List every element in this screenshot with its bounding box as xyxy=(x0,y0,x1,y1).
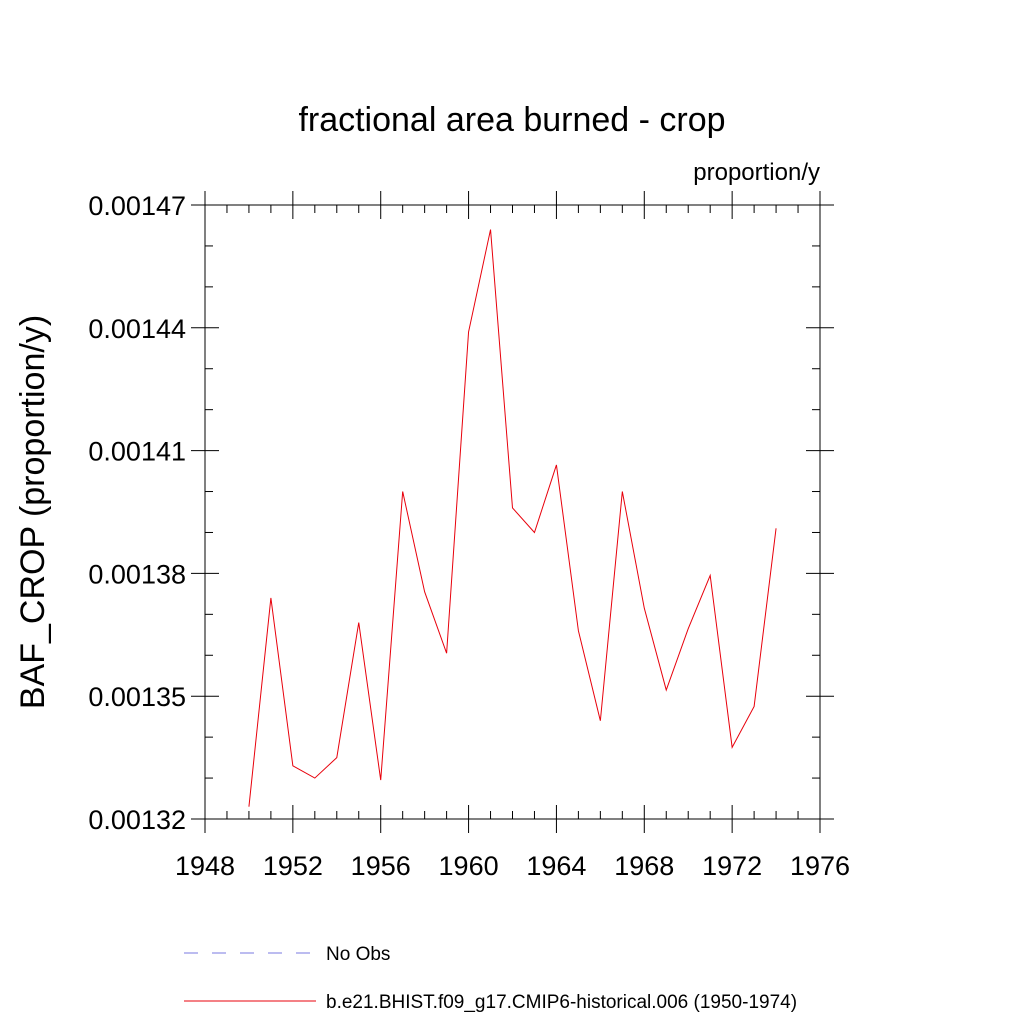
y-tick-label: 0.00135 xyxy=(88,682,186,712)
series-line xyxy=(248,229,777,807)
y-tick-label: 0.00147 xyxy=(88,191,186,221)
x-tick-label: 1976 xyxy=(790,851,850,881)
legend-label-no-obs: No Obs xyxy=(326,944,390,965)
legend-label-model: b.e21.BHIST.f09_g17.CMIP6-historical.006… xyxy=(326,992,797,1013)
x-tick-label: 1968 xyxy=(614,851,674,881)
plot-frame xyxy=(204,204,821,820)
y-tick-label: 0.00138 xyxy=(88,559,186,589)
chart-title: fractional area burned - crop xyxy=(298,101,725,139)
y-axis-label: BAF_CROP (proportion/y) xyxy=(14,315,52,709)
x-tick-labels: 1948 1952 1956 1960 1964 1968 1972 1976 xyxy=(175,851,850,881)
x-tick-label: 1948 xyxy=(175,851,235,881)
x-tick-label: 1952 xyxy=(263,851,323,881)
x-tick-label: 1960 xyxy=(439,851,499,881)
x-tick-label: 1956 xyxy=(351,851,411,881)
units-label: proportion/y xyxy=(693,159,820,186)
series-lines xyxy=(248,229,777,807)
x-tick-label: 1964 xyxy=(526,851,586,881)
x-tick-label: 1972 xyxy=(702,851,762,881)
y-tick-label: 0.00144 xyxy=(88,314,186,344)
y-tick-label: 0.00141 xyxy=(88,437,186,467)
y-tick-labels: 0.00132 0.00135 0.00138 0.00141 0.00144 0.001… xyxy=(88,191,186,835)
legend: No Obs b.e21.BHIST.f09_g17.CMIP6-histori… xyxy=(184,944,797,1013)
y-tick-label: 0.00132 xyxy=(88,805,186,835)
minor-ticks xyxy=(205,205,820,819)
